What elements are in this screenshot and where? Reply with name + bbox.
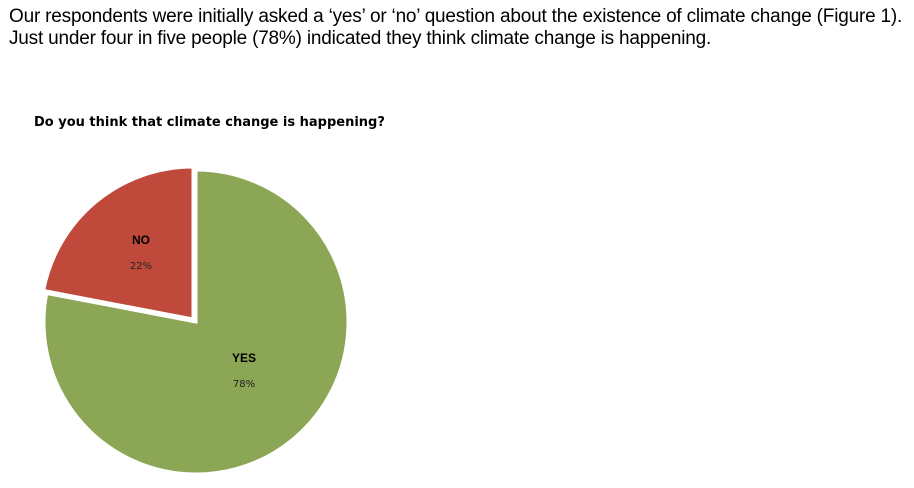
pie-slice-no [41,165,195,321]
slice-value-yes: 78% [233,379,255,390]
slice-label-yes: YES [232,351,256,365]
pie-slice-yes [42,168,350,476]
slice-label-no: NO [132,233,150,247]
slice-value-no: 22% [130,261,152,272]
chart-title: Do you think that climate change is happ… [34,115,385,130]
intro-paragraph: Our respondents were initially asked a ‘… [9,6,903,49]
